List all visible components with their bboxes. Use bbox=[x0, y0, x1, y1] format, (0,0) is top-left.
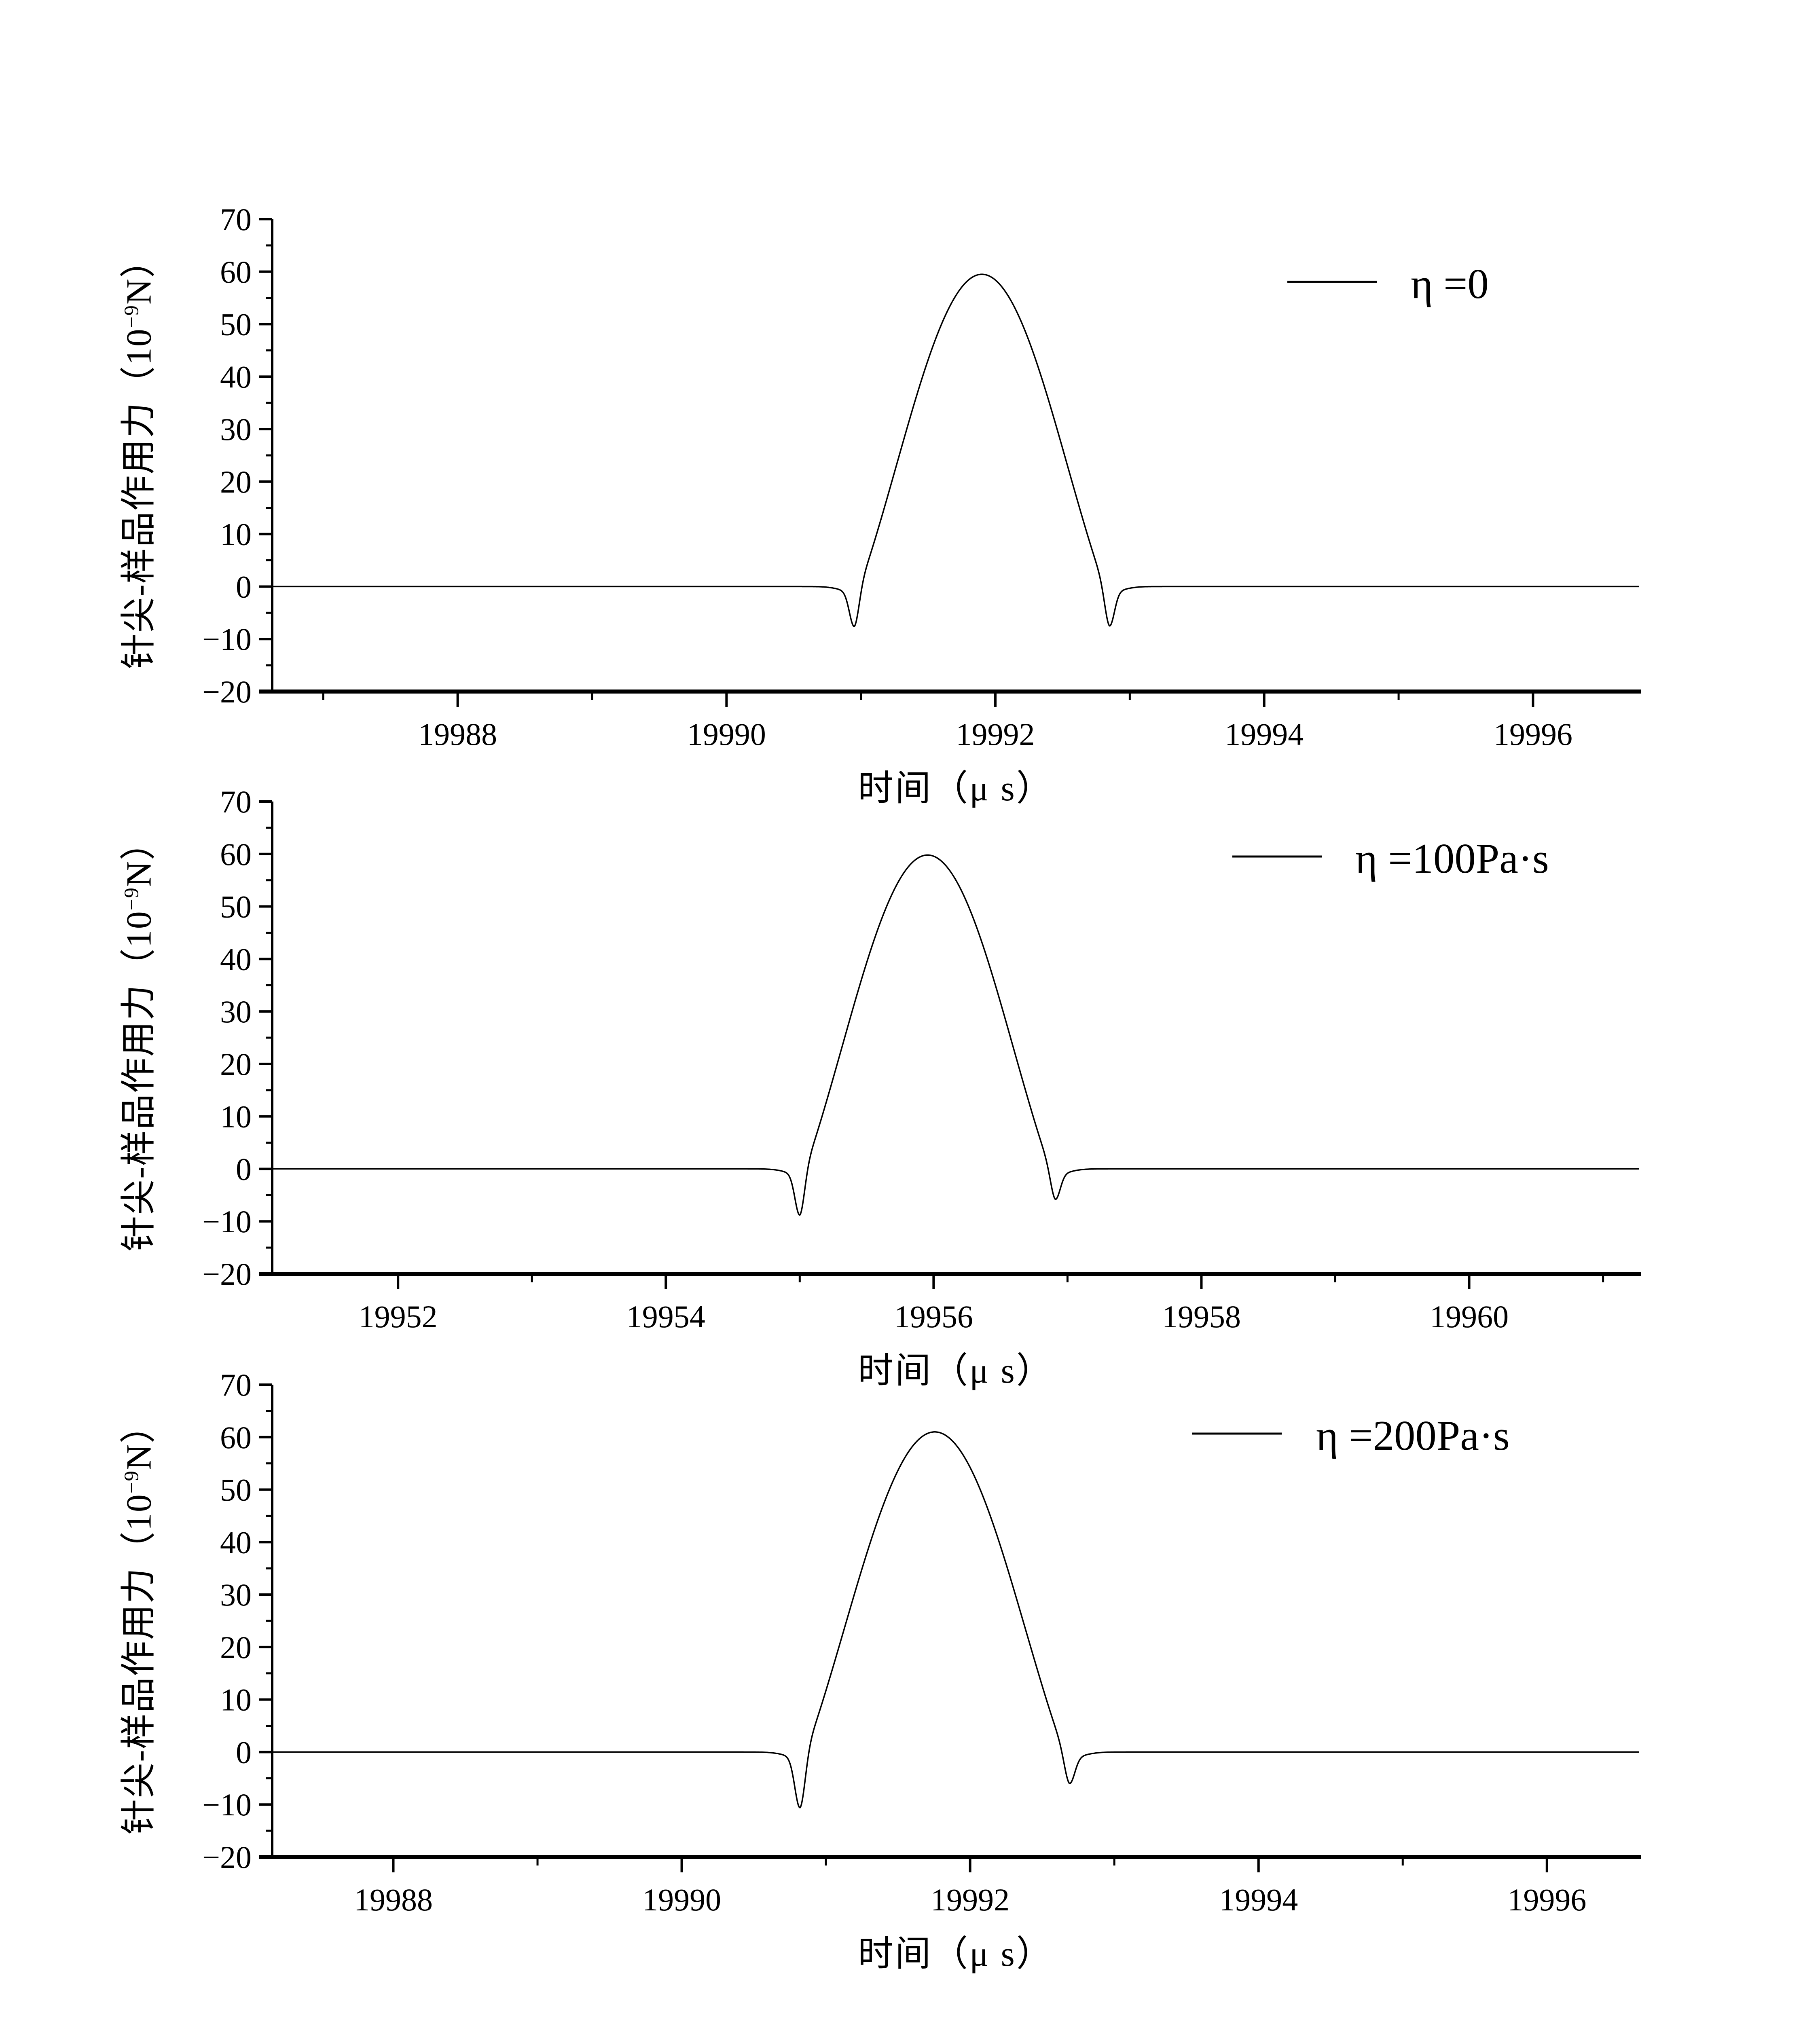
x-tick-label: 19990 bbox=[642, 1882, 721, 1917]
force-curve bbox=[272, 854, 1640, 1216]
y-tick-label: 50 bbox=[220, 307, 252, 342]
y-tick-label: 70 bbox=[220, 1367, 252, 1402]
y-tick-label: 10 bbox=[220, 1682, 252, 1717]
y-tick-label: 70 bbox=[220, 784, 252, 819]
force-curve bbox=[272, 273, 1640, 627]
panel-2: −20 −10 0 10 20 30 40 50 60 70 19952 19954 19956 1995… bbox=[202, 784, 1641, 1334]
y-axis-title-text: 针尖-样品作用力（10 bbox=[119, 328, 159, 669]
y-axis-title-unit: N） bbox=[119, 824, 159, 887]
x-tick-label: 19996 bbox=[1507, 1882, 1586, 1917]
y-tick-label: 40 bbox=[220, 359, 252, 394]
y-tick-label: −20 bbox=[202, 1840, 252, 1875]
y-axis-title-unit: N） bbox=[119, 241, 159, 305]
y-tick-label: 20 bbox=[220, 464, 252, 499]
x-tick-label: 19988 bbox=[354, 1882, 433, 1917]
y-tick-label: 60 bbox=[220, 837, 252, 872]
y-tick-label: 20 bbox=[220, 1047, 252, 1082]
y-axis-title-exponent: −9 bbox=[121, 1470, 144, 1494]
y-tick-label: 40 bbox=[220, 941, 252, 977]
x-tick-label: 19992 bbox=[931, 1882, 1009, 1917]
y-tick-label: −20 bbox=[202, 674, 252, 709]
legend-label: η =200Pa·s bbox=[1316, 1412, 1510, 1459]
y-tick-label: 30 bbox=[220, 412, 252, 447]
y-tick-label: −10 bbox=[202, 622, 252, 657]
y-tick-label: 40 bbox=[220, 1525, 252, 1560]
y-tick-label: 0 bbox=[236, 1734, 252, 1770]
y-tick-label: −10 bbox=[202, 1787, 252, 1822]
y-tick-label: 70 bbox=[220, 202, 252, 237]
y-axis-title: 针尖-样品作用力（10−9N） bbox=[110, 241, 161, 669]
x-tick-label: 19988 bbox=[418, 717, 497, 752]
y-axis-title-unit: N） bbox=[119, 1407, 159, 1470]
x-tick-label: 19992 bbox=[956, 717, 1035, 752]
y-tick-label: 10 bbox=[220, 1099, 252, 1134]
x-tick-label: 19954 bbox=[626, 1299, 705, 1334]
y-axis-title-exponent: −9 bbox=[121, 304, 144, 328]
y-axis-title-exponent: −9 bbox=[121, 886, 144, 911]
x-tick-label: 19952 bbox=[359, 1299, 438, 1334]
y-tick-label: 10 bbox=[220, 517, 252, 552]
x-tick-label: 19958 bbox=[1162, 1299, 1241, 1334]
y-tick-label: 0 bbox=[236, 569, 252, 604]
y-tick-label: 50 bbox=[220, 889, 252, 924]
y-axis-title: 针尖-样品作用力（10−9N） bbox=[110, 824, 161, 1251]
force-curve bbox=[272, 1431, 1640, 1808]
y-tick-label: 30 bbox=[220, 1577, 252, 1612]
y-axis-title: 针尖-样品作用力（10−9N） bbox=[110, 1407, 161, 1834]
panel-3: −20 −10 0 10 20 30 40 50 60 70 19988 19990 19992 1999… bbox=[202, 1367, 1641, 1917]
x-axis-title: 时间（μ s） bbox=[858, 1352, 1054, 1391]
y-axis-title-text: 针尖-样品作用力（10 bbox=[119, 910, 159, 1252]
y-axis-title-text: 针尖-样品作用力（10 bbox=[119, 1493, 159, 1835]
y-tick-label: 60 bbox=[220, 1420, 252, 1455]
legend-label: η =0 bbox=[1411, 260, 1489, 307]
x-tick-label: 19990 bbox=[687, 717, 766, 752]
x-tick-label: 19994 bbox=[1219, 1882, 1298, 1917]
legend-label: η =100Pa·s bbox=[1355, 835, 1549, 882]
panel-1: −20 −10 0 10 20 30 40 50 60 70 19988 19990 19992 1999… bbox=[202, 202, 1641, 752]
x-tick-label: 19994 bbox=[1225, 717, 1304, 752]
x-tick-label: 19996 bbox=[1494, 717, 1572, 752]
y-tick-label: 0 bbox=[236, 1151, 252, 1187]
y-tick-label: 50 bbox=[220, 1472, 252, 1508]
y-tick-label: 20 bbox=[220, 1630, 252, 1665]
y-tick-label: −10 bbox=[202, 1204, 252, 1239]
y-tick-label: −20 bbox=[202, 1256, 252, 1292]
x-tick-label: 19956 bbox=[894, 1299, 973, 1334]
x-tick-label: 19960 bbox=[1430, 1299, 1509, 1334]
y-tick-label: 60 bbox=[220, 254, 252, 290]
y-tick-label: 30 bbox=[220, 994, 252, 1029]
x-axis-title: 时间（μ s） bbox=[858, 769, 1054, 808]
x-axis-title: 时间（μ s） bbox=[858, 1935, 1054, 1974]
